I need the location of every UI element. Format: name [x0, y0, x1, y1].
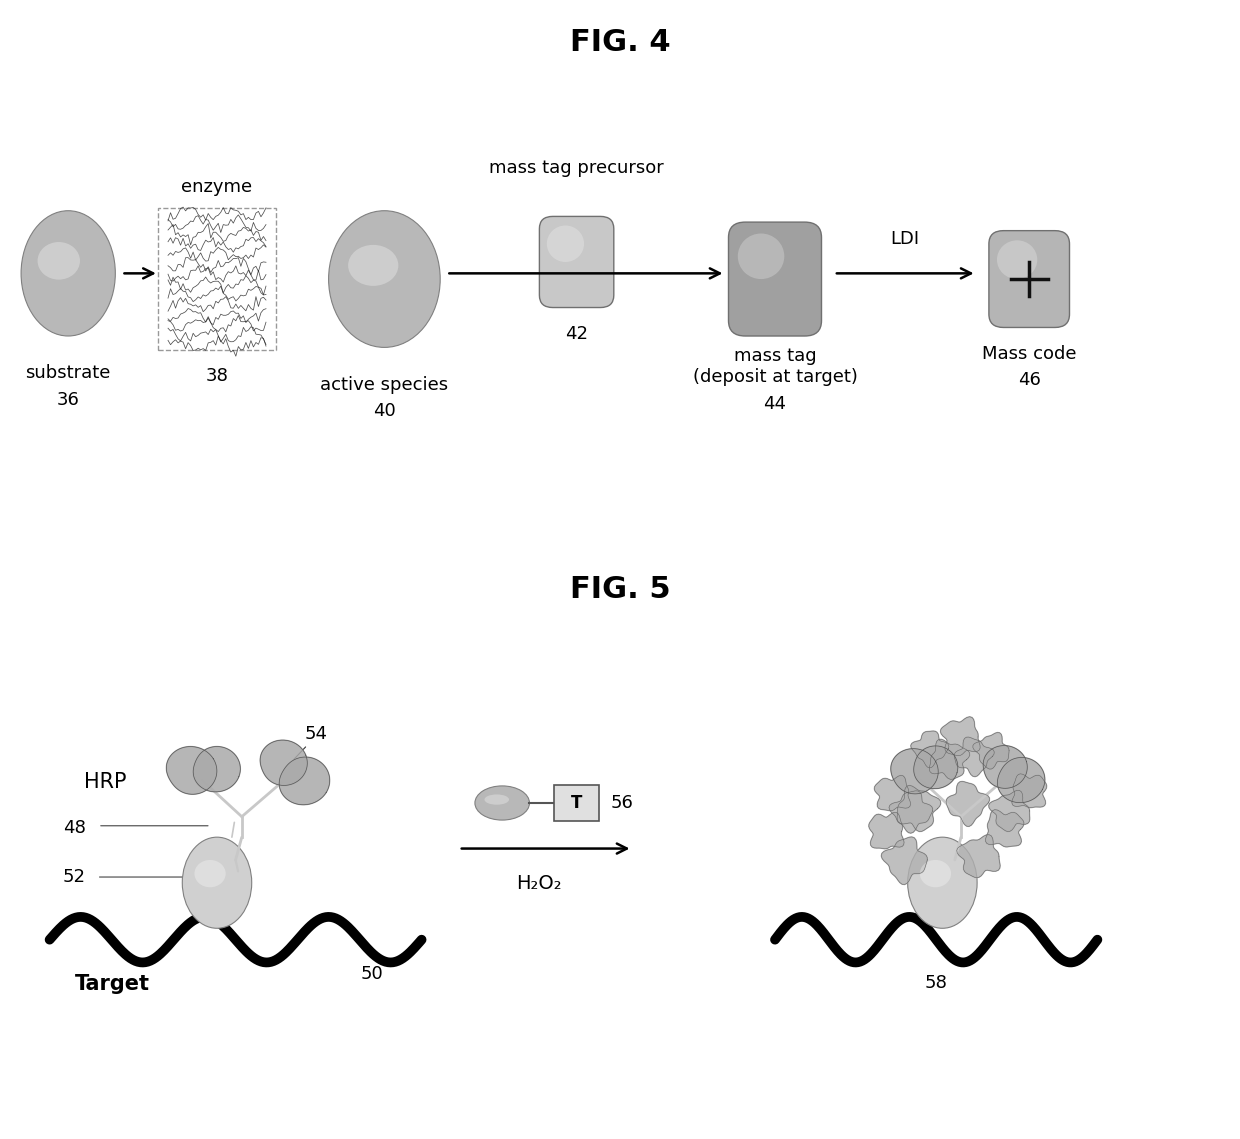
Polygon shape: [166, 746, 217, 794]
Text: Mass code: Mass code: [982, 344, 1076, 362]
Polygon shape: [193, 746, 241, 792]
Text: (deposit at target): (deposit at target): [693, 368, 857, 386]
Text: 36: 36: [57, 391, 79, 409]
Text: 58: 58: [925, 974, 947, 992]
Polygon shape: [911, 731, 949, 768]
Polygon shape: [279, 757, 330, 805]
Polygon shape: [874, 776, 910, 811]
Text: 40: 40: [373, 402, 396, 420]
Polygon shape: [260, 740, 308, 786]
FancyBboxPatch shape: [554, 785, 599, 821]
Ellipse shape: [329, 211, 440, 347]
Ellipse shape: [475, 786, 529, 820]
Polygon shape: [889, 790, 932, 834]
FancyBboxPatch shape: [539, 216, 614, 308]
Polygon shape: [914, 746, 957, 788]
Text: 56: 56: [610, 794, 632, 812]
Text: 42: 42: [565, 325, 588, 343]
Text: 54: 54: [305, 724, 327, 743]
Polygon shape: [997, 757, 1045, 803]
Text: T: T: [570, 794, 583, 812]
Polygon shape: [869, 812, 904, 849]
Bar: [159, 207, 275, 351]
Text: Target: Target: [74, 974, 149, 994]
Text: 38: 38: [206, 367, 228, 385]
Polygon shape: [1012, 773, 1047, 808]
Text: mass tag precursor: mass tag precursor: [490, 158, 663, 177]
Ellipse shape: [182, 837, 252, 928]
FancyBboxPatch shape: [990, 230, 1069, 328]
Polygon shape: [897, 786, 941, 831]
Polygon shape: [882, 837, 928, 885]
Ellipse shape: [920, 860, 951, 887]
Polygon shape: [973, 732, 1009, 769]
Ellipse shape: [547, 226, 584, 262]
Text: H₂O₂: H₂O₂: [517, 874, 562, 893]
Text: substrate: substrate: [26, 364, 110, 383]
Polygon shape: [929, 739, 970, 779]
Text: 52: 52: [63, 868, 86, 886]
Polygon shape: [986, 810, 1024, 847]
Polygon shape: [946, 781, 990, 827]
Text: FIG. 4: FIG. 4: [569, 28, 671, 57]
Ellipse shape: [348, 245, 398, 286]
Polygon shape: [957, 835, 1001, 878]
Polygon shape: [940, 716, 980, 755]
Ellipse shape: [997, 240, 1037, 279]
Ellipse shape: [195, 860, 226, 887]
Polygon shape: [988, 790, 1029, 831]
Text: 44: 44: [764, 395, 786, 413]
Text: mass tag: mass tag: [734, 347, 816, 366]
Ellipse shape: [738, 233, 785, 279]
Text: active species: active species: [320, 376, 449, 394]
Text: enzyme: enzyme: [181, 179, 253, 196]
Text: FIG. 5: FIG. 5: [569, 575, 671, 604]
Text: 46: 46: [1018, 371, 1040, 388]
Polygon shape: [955, 737, 994, 777]
Polygon shape: [890, 748, 939, 794]
Ellipse shape: [485, 795, 510, 804]
Text: HRP: HRP: [84, 771, 126, 792]
Ellipse shape: [21, 211, 115, 336]
FancyBboxPatch shape: [729, 222, 821, 336]
Text: 48: 48: [63, 819, 86, 837]
Ellipse shape: [37, 243, 79, 280]
Text: LDI: LDI: [890, 230, 920, 248]
Polygon shape: [983, 746, 1027, 788]
Text: 50: 50: [361, 965, 383, 983]
Ellipse shape: [908, 837, 977, 928]
